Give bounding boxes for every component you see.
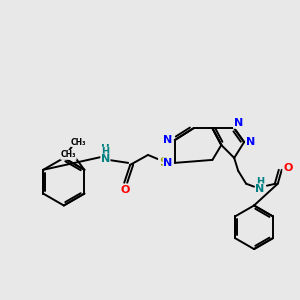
Text: N: N [101, 154, 110, 164]
Text: CH₃: CH₃ [71, 138, 86, 147]
Text: S: S [159, 156, 167, 170]
Text: N: N [246, 137, 256, 147]
Text: N: N [234, 118, 243, 128]
Text: N: N [255, 184, 265, 194]
Text: O: O [283, 163, 292, 173]
Text: H: H [101, 147, 110, 157]
Text: H
N: H N [101, 144, 110, 166]
Text: H: H [256, 177, 264, 187]
Text: O: O [121, 184, 130, 195]
Text: CH₃: CH₃ [61, 151, 76, 160]
Text: N: N [163, 135, 172, 145]
Text: N: N [163, 158, 172, 168]
